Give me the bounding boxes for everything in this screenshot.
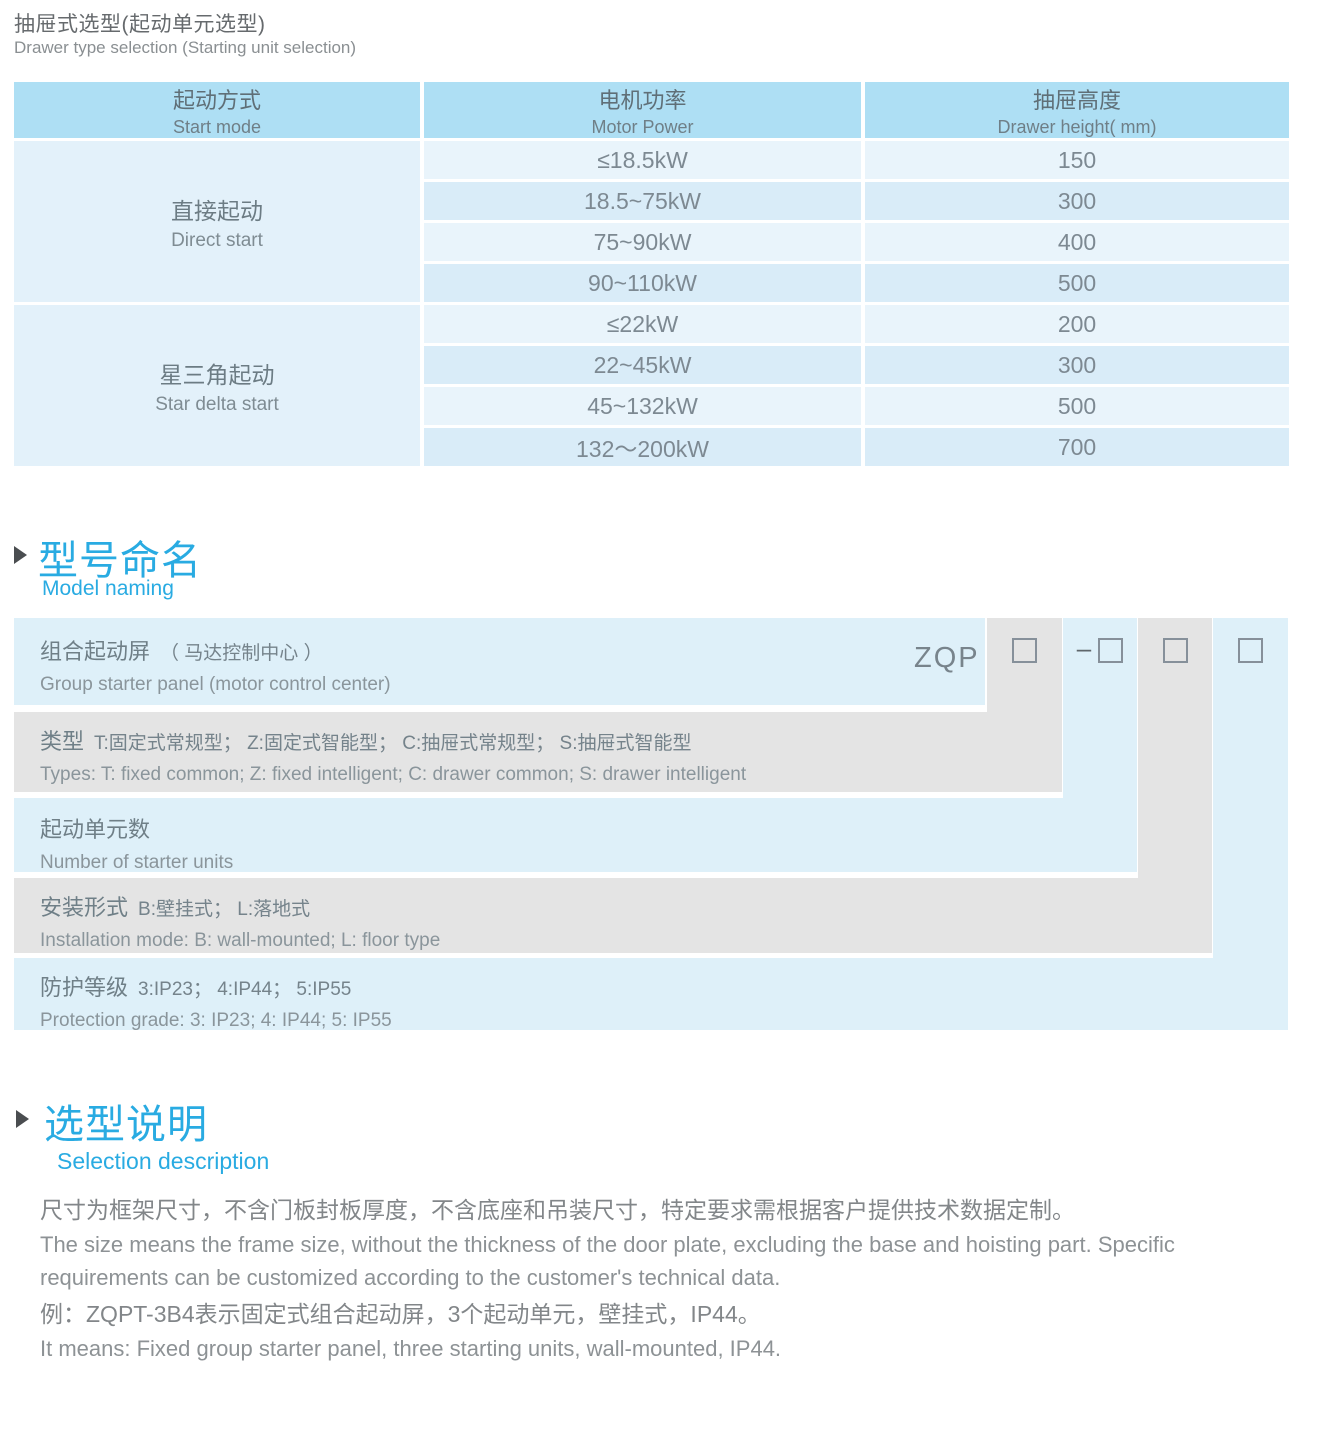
table-row: 22~45kW 300 xyxy=(424,346,1289,384)
selection-description: 尺寸为框架尺寸，不含门板封板厚度，不含底座和吊装尺寸，特定要求需根据客户提供技术… xyxy=(40,1192,1292,1365)
table-group-direct-start: 直接起动 Direct start ≤18.5kW 150 18.5~75kW … xyxy=(14,141,1289,302)
model-naming-heading-cn: 型号命名 xyxy=(38,539,202,583)
step-bar-5 xyxy=(14,958,1288,1030)
model-code-box xyxy=(1238,638,1263,663)
naming-row-starter-units: 起动单元数 Number of starter units xyxy=(40,817,234,873)
drawer-selection-table: 起动方式 Start mode 电机功率 Motor Power 抽屉高度 Dr… xyxy=(14,82,1289,469)
model-code-box xyxy=(1012,638,1037,663)
model-naming-heading-en: Model naming xyxy=(42,577,174,600)
table-header-row: 起动方式 Start mode 电机功率 Motor Power 抽屉高度 Dr… xyxy=(14,82,1289,138)
naming-row-protection-grade: 防护等级 3:IP23； 4:IP44； 5:IP55 Protection gr… xyxy=(40,975,392,1031)
header-start-mode: 起动方式 Start mode xyxy=(14,82,420,138)
desc-paragraph-en: The size means the frame size, without t… xyxy=(40,1232,1175,1290)
model-code-prefix: ZQP xyxy=(914,642,980,674)
step-bar-3 xyxy=(14,798,1137,872)
table-row: 18.5~75kW 300 xyxy=(424,182,1289,220)
model-code-box xyxy=(1162,638,1188,663)
selection-desc-heading-cn: 选型说明 xyxy=(44,1103,208,1147)
naming-row-installation-mode: 安装形式 B:壁挂式； L:落地式 Installation mode: B: w… xyxy=(40,895,441,951)
table-row: 90~110kW 500 xyxy=(424,264,1289,302)
selection-desc-heading-en: Selection description xyxy=(57,1148,270,1174)
desc-example-cn: 例：ZQPT-3B4表示固定式组合起动屏，3个起动单元，壁挂式，IP44。 xyxy=(40,1301,761,1327)
table-row: 45~132kW 500 xyxy=(424,387,1289,425)
model-code-box xyxy=(1098,638,1124,663)
naming-row-group-starter-panel: 组合起动屏（ 马达控制中心 ） Group starter panel (mot… xyxy=(40,639,391,695)
group-label-direct-start: 直接起动 Direct start xyxy=(14,141,420,302)
code-column-type xyxy=(987,618,1062,792)
section-marker-icon xyxy=(14,546,27,564)
table-group-star-delta: 星三角起动 Star delta start ≤22kW 200 22~45kW… xyxy=(14,305,1289,466)
desc-paragraph-cn: 尺寸为框架尺寸，不含门板封板厚度，不含底座和吊装尺寸，特定要求需根据客户提供技术… xyxy=(40,1197,1075,1223)
header-drawer-height: 抽屉高度 Drawer height( mm) xyxy=(865,82,1289,138)
page-title-en: Drawer type selection (Starting unit sel… xyxy=(14,38,357,57)
desc-example-en: It means: Fixed group starter panel, thr… xyxy=(40,1336,782,1361)
page-title-cn: 抽屉式选型(起动单元选型) xyxy=(14,13,266,36)
code-column-installation xyxy=(1138,618,1212,953)
naming-row-types: 类型 T:固定式常规型； Z:固定式智能型； C:抽屉式常规型； S:抽屉式智能型… xyxy=(40,729,747,785)
model-naming-diagram: – ZQP 组合起动屏（ 马达控制中心 ） Group starter pane… xyxy=(14,618,1288,1032)
step-bar-4 xyxy=(14,878,1212,953)
code-dash: – xyxy=(1076,633,1092,663)
table-row: 132～200kW 700 xyxy=(424,428,1289,466)
header-motor-power: 电机功率 Motor Power xyxy=(424,82,861,138)
code-column-protection xyxy=(1213,618,1288,1030)
step-bar-1 xyxy=(14,618,985,705)
section-marker-icon xyxy=(16,1110,29,1128)
code-column-units: – xyxy=(1063,618,1137,872)
step-bar-2 xyxy=(14,712,1062,792)
table-row: ≤18.5kW 150 xyxy=(424,141,1289,179)
group-label-star-delta: 星三角起动 Star delta start xyxy=(14,305,420,466)
table-row: 75~90kW 400 xyxy=(424,223,1289,261)
table-row: ≤22kW 200 xyxy=(424,305,1289,343)
